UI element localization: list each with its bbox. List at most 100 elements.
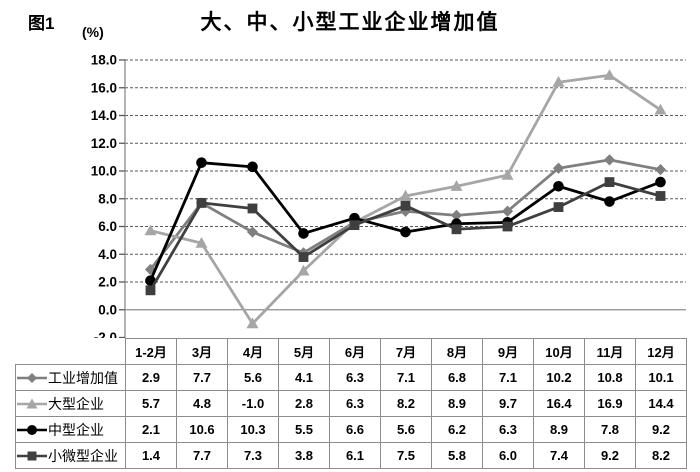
value-cell: 7.7 bbox=[176, 364, 227, 390]
square-marker bbox=[298, 252, 309, 262]
value-cell: 6.6 bbox=[329, 416, 380, 442]
series-row-label: 大型企业 bbox=[15, 390, 125, 416]
y-axis-tick-label: 18.0 bbox=[91, 53, 117, 68]
circle-marker bbox=[298, 228, 309, 239]
y-axis-tick-label: 12.0 bbox=[91, 136, 117, 151]
value-cell: 6.0 bbox=[482, 442, 533, 468]
triangle-marker bbox=[246, 317, 259, 329]
legend-circle-icon bbox=[17, 424, 47, 435]
triangle-marker bbox=[603, 69, 616, 80]
y-axis-tick-label: 10.0 bbox=[91, 164, 117, 179]
value-cell: 10.1 bbox=[635, 364, 686, 390]
circle-marker bbox=[655, 176, 666, 188]
diamond-marker bbox=[654, 164, 667, 176]
value-cell: 9.2 bbox=[635, 416, 686, 442]
month-header-cell: 6月 bbox=[329, 338, 380, 364]
month-header-cell: 12月 bbox=[635, 338, 686, 364]
square-marker bbox=[400, 200, 411, 211]
y-axis-tick-label: 6.0 bbox=[98, 219, 117, 234]
month-header-cell: 11月 bbox=[584, 338, 635, 364]
triangle-marker bbox=[399, 189, 412, 201]
series-name-label: 小微型企业 bbox=[48, 447, 118, 464]
table-corner-cell bbox=[15, 338, 125, 364]
triangle-marker bbox=[144, 224, 157, 236]
value-cell: 6.3 bbox=[482, 416, 533, 442]
value-cell: 6.2 bbox=[431, 416, 482, 442]
circle-marker bbox=[400, 226, 411, 238]
value-cell: 1.4 bbox=[125, 442, 176, 468]
chart-data-table: 1-2月 3月 4月 5月 6月 7月 8月 9月 10月 11月 12月 工业增加值 2.9 7.7 5.… bbox=[15, 338, 687, 469]
y-axis-tick-label: 8.0 bbox=[98, 191, 117, 206]
value-cell: 5.6 bbox=[380, 416, 431, 442]
value-cell: 6.8 bbox=[431, 364, 482, 390]
value-cell: 14.4 bbox=[635, 390, 686, 416]
value-cell: 4.8 bbox=[176, 390, 227, 416]
month-header-cell: 10月 bbox=[533, 338, 584, 364]
chart-title: 大、中、小型工业企业增加值 bbox=[200, 11, 500, 34]
triangle-marker bbox=[501, 168, 514, 180]
y-axis-unit-label: (%) bbox=[82, 24, 104, 40]
y-axis-tick-label: -2.0 bbox=[94, 330, 117, 338]
value-cell: 3.8 bbox=[278, 442, 329, 468]
series-name-label: 中型企业 bbox=[48, 421, 104, 438]
value-cell: 7.8 bbox=[584, 416, 635, 442]
value-cell: 5.8 bbox=[431, 442, 482, 468]
value-cell: 6.1 bbox=[329, 442, 380, 468]
value-cell: 8.2 bbox=[635, 442, 686, 468]
diamond-marker bbox=[603, 154, 616, 166]
value-cell: 2.1 bbox=[125, 416, 176, 442]
value-cell: 6.3 bbox=[329, 390, 380, 416]
square-marker bbox=[349, 220, 360, 231]
value-cell: 5.6 bbox=[227, 364, 278, 390]
month-header-cell: 8月 bbox=[431, 338, 482, 364]
circle-marker bbox=[604, 196, 615, 207]
value-cell: 7.4 bbox=[533, 442, 584, 468]
value-cell: 8.9 bbox=[533, 416, 584, 442]
square-marker bbox=[604, 177, 615, 187]
value-cell: 2.9 bbox=[125, 364, 176, 390]
value-cell: -1.0 bbox=[227, 390, 278, 416]
month-header-cell: 1-2月 bbox=[125, 338, 176, 364]
value-cell: 7.1 bbox=[482, 364, 533, 390]
value-cell: 5.5 bbox=[278, 416, 329, 442]
circle-marker bbox=[553, 180, 564, 192]
value-cell: 16.9 bbox=[584, 390, 635, 416]
value-cell: 7.5 bbox=[380, 442, 431, 468]
value-cell: 16.4 bbox=[533, 390, 584, 416]
square-marker bbox=[655, 191, 666, 201]
diamond-marker bbox=[450, 209, 463, 221]
series-row-label: 中型企业 bbox=[15, 416, 125, 442]
triangle-marker bbox=[552, 76, 565, 87]
value-cell: 8.9 bbox=[431, 390, 482, 416]
value-cell: 7.1 bbox=[380, 364, 431, 390]
value-cell: 4.1 bbox=[278, 364, 329, 390]
value-cell: 10.6 bbox=[176, 416, 227, 442]
series-line-2 bbox=[149, 161, 662, 283]
square-marker bbox=[553, 202, 564, 212]
diamond-marker bbox=[501, 205, 514, 217]
triangle-marker bbox=[654, 103, 667, 115]
square-marker bbox=[247, 203, 258, 214]
circle-marker bbox=[247, 161, 258, 173]
legend-triangle-icon bbox=[17, 398, 47, 408]
figure-number: 图1 bbox=[28, 14, 55, 33]
series-row-label: 工业增加值 bbox=[15, 364, 125, 390]
value-cell: 2.8 bbox=[278, 390, 329, 416]
month-header-cell: 9月 bbox=[482, 338, 533, 364]
series-name-label: 大型企业 bbox=[48, 395, 104, 412]
value-cell: 10.2 bbox=[533, 364, 584, 390]
square-marker bbox=[451, 224, 462, 235]
circle-marker bbox=[196, 157, 207, 168]
square-marker bbox=[145, 285, 156, 296]
month-header-cell: 4月 bbox=[227, 338, 278, 364]
month-header-cell: 7月 bbox=[380, 338, 431, 364]
y-axis-tick-label: 0.0 bbox=[98, 302, 117, 317]
square-marker bbox=[196, 198, 207, 208]
line-chart-plot-area: -2.0 0.0 2.0 4.0 6.0 8.0 10.0 12.0 14.0 16.0 18.0 bbox=[91, 53, 686, 338]
value-cell: 5.7 bbox=[125, 390, 176, 416]
month-header-cell: 5月 bbox=[278, 338, 329, 364]
triangle-marker bbox=[297, 264, 310, 276]
value-cell: 10.3 bbox=[227, 416, 278, 442]
triangle-marker bbox=[195, 236, 208, 248]
square-marker bbox=[502, 221, 513, 232]
